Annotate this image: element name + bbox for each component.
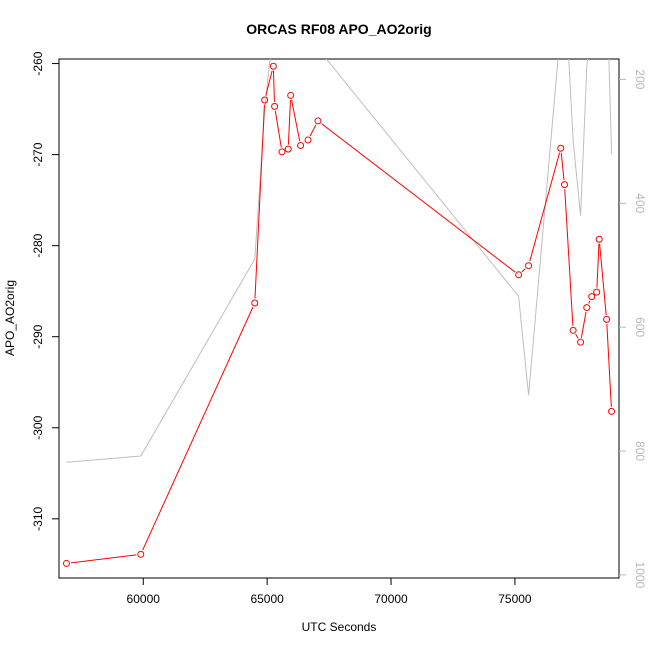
series-line-segment — [529, 152, 561, 262]
y2-tick-label: 200 — [633, 69, 647, 89]
series-line-segment — [70, 554, 137, 564]
y-tick-label: -310 — [31, 506, 45, 530]
data-point — [583, 304, 591, 312]
plot-area — [58, 58, 620, 579]
series-line-segment — [265, 70, 273, 96]
y2-tick-label: 400 — [633, 193, 647, 213]
data-point — [278, 148, 286, 156]
x-tick-label: 65000 — [250, 592, 284, 606]
series-line-segment — [521, 268, 526, 273]
data-point — [269, 62, 277, 70]
y-tick-label: -290 — [31, 324, 45, 348]
data-point — [515, 271, 523, 279]
data-point — [595, 235, 603, 243]
y-tick-label: -260 — [31, 51, 45, 75]
chart-title: ORCAS RF08 APO_AO2orig — [246, 21, 431, 37]
x-tick-label: 75000 — [498, 592, 532, 606]
y-tick-label: -280 — [31, 233, 45, 257]
data-point — [251, 299, 259, 307]
y2-tick-label: 1000 — [633, 562, 647, 589]
series-line-segment — [599, 243, 607, 315]
y-tick-label: -300 — [31, 415, 45, 439]
series-line-segment — [291, 99, 301, 142]
data-point — [577, 338, 585, 346]
data-point — [557, 144, 565, 152]
data-point — [608, 407, 616, 415]
data-point — [560, 181, 568, 189]
series-line-segment — [321, 123, 516, 273]
data-point — [603, 315, 611, 323]
series-line-segment — [274, 110, 282, 148]
series-line-segment — [254, 104, 265, 299]
y2-tick-label: 600 — [633, 317, 647, 337]
series-line-segment — [287, 99, 291, 145]
y2-tick-label: 800 — [633, 441, 647, 461]
data-point — [588, 293, 596, 301]
series-line-segment — [588, 300, 591, 304]
series-line-segment — [580, 311, 587, 338]
series-line-segment — [575, 333, 579, 339]
series-line-segment — [309, 124, 317, 137]
y-axis-label: APO_AO2orig — [3, 280, 17, 356]
data-point — [314, 117, 322, 125]
data-point — [304, 136, 312, 144]
data-point — [261, 96, 269, 104]
series-line-segment — [272, 70, 275, 102]
data-point — [569, 326, 577, 334]
data-point — [137, 550, 145, 558]
series-line-segment — [596, 243, 600, 288]
x-tick-label: 70000 — [374, 592, 408, 606]
data-point — [284, 145, 292, 153]
series-line-segment — [606, 323, 612, 407]
y-tick-label: -270 — [31, 142, 45, 166]
series-line-grey — [66, 59, 613, 463]
series-line-segment — [142, 306, 254, 551]
data-point — [297, 142, 305, 149]
data-point — [287, 91, 295, 99]
data-point — [525, 262, 533, 270]
x-tick-label: 60000 — [127, 592, 161, 606]
data-point — [271, 102, 279, 110]
series-line-segment — [560, 152, 565, 181]
series-line-segment — [564, 189, 574, 326]
data-point — [62, 559, 70, 567]
data-point — [593, 288, 601, 296]
x-axis-label: UTC Seconds — [302, 620, 377, 634]
